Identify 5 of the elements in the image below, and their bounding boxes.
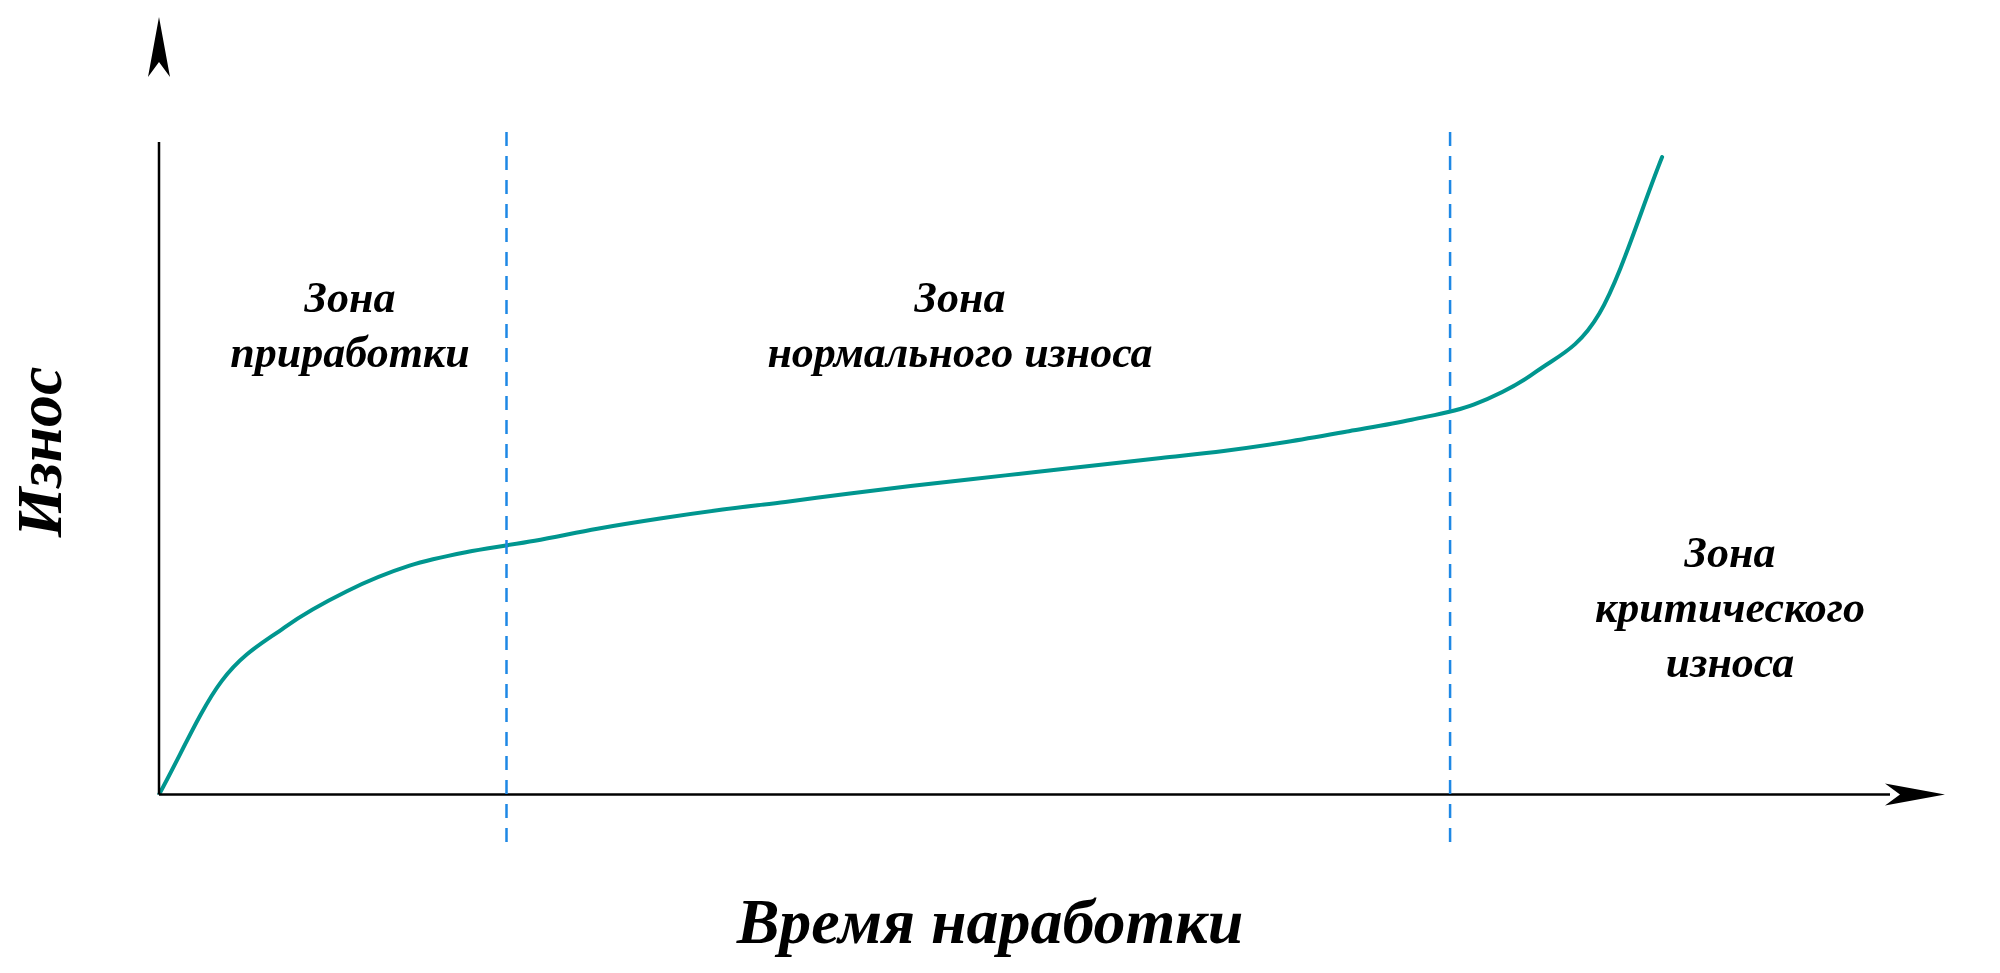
annotation: Зона нормального износа	[766, 272, 1154, 379]
x-axis-title: Время наработки	[735, 886, 1245, 957]
annotation: Зона приработки	[229, 272, 471, 379]
annotation: Зона критического износа	[1594, 527, 1866, 689]
y-axis-title: Износ	[4, 365, 75, 540]
